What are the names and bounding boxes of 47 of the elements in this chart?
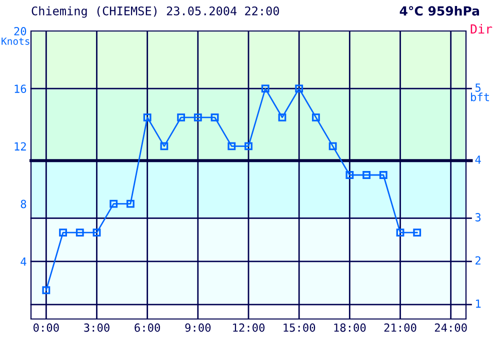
text: 2 [476, 256, 480, 264]
y-tick-label: 12 [14, 142, 26, 150]
y-tick-label: 20 [14, 27, 26, 36]
x-tick-label: 24:00 [434, 323, 467, 332]
x-tick-label: 12:00 [233, 323, 265, 332]
x-tick-label: 9:00 [185, 323, 211, 332]
text: Dir [470, 24, 492, 34]
point [328, 142, 337, 150]
point [110, 200, 118, 208]
x-tick-label: 15:00 [284, 323, 316, 332]
text: bft [471, 92, 489, 102]
point [177, 113, 186, 122]
y-tick-label: 4 [20, 258, 26, 266]
point [59, 228, 67, 237]
text: 4 [475, 156, 481, 164]
point [244, 142, 252, 150]
point [92, 228, 101, 237]
point [278, 113, 286, 122]
y-tick-label: 8 [20, 200, 26, 208]
text: 3 [475, 213, 481, 222]
y-tick-label: 16 [14, 84, 26, 94]
text: 1 [476, 300, 481, 308]
point [42, 286, 50, 294]
point [261, 84, 270, 93]
x-tick-label: 6:00 [134, 323, 160, 332]
point [362, 171, 370, 179]
point [210, 113, 219, 122]
y-axis-title: Knots [2, 38, 30, 45]
point [126, 200, 134, 208]
x-tick-label: 0:00 [34, 323, 59, 332]
point [143, 113, 152, 122]
point [194, 113, 202, 122]
point [160, 142, 168, 150]
point [76, 228, 84, 237]
text: 5 [475, 84, 480, 92]
chart-subtitle: 4°C 959hPa [400, 6, 480, 16]
point [346, 171, 354, 179]
point [413, 228, 422, 237]
x-tick-label: 3:00 [84, 323, 110, 332]
chart-title: Chieming (CHIEMSE) 23.05.2004 22:00 [32, 6, 279, 18]
x-tick-label: 18:00 [334, 323, 366, 332]
point [312, 113, 320, 122]
point [396, 228, 404, 237]
x-tick-label: 21:00 [384, 323, 416, 332]
point [295, 84, 304, 93]
point [379, 171, 388, 179]
point [228, 142, 236, 150]
